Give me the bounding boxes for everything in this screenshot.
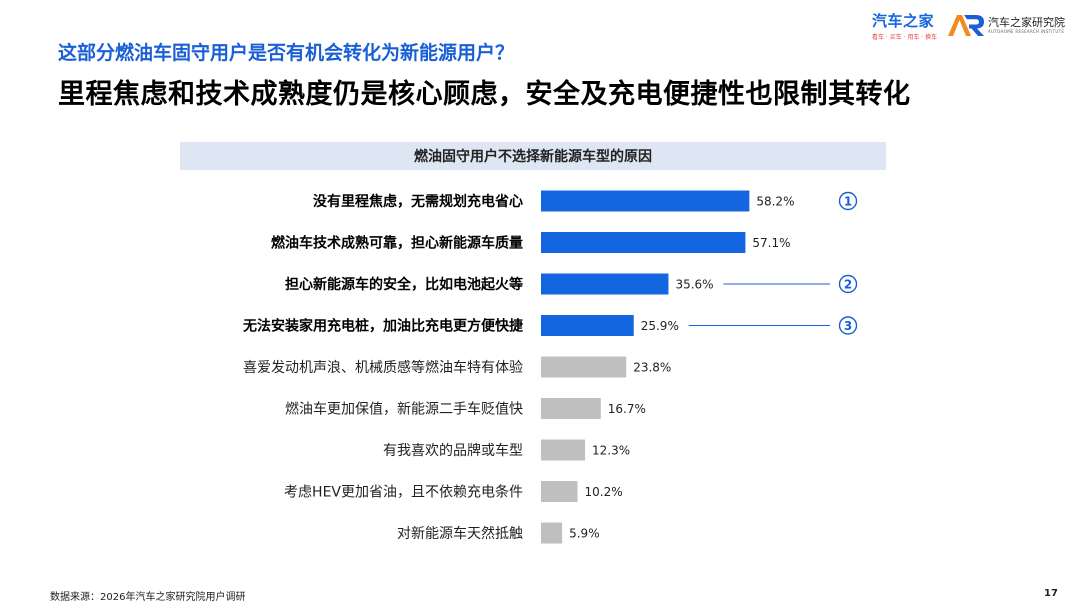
bar	[541, 273, 669, 295]
value-label: 16.7%	[608, 402, 646, 416]
data-source: 数据来源：2026年汽车之家研究院用户调研	[50, 592, 246, 603]
value-label: 23.8%	[633, 361, 671, 375]
category-label: 喜爱发动机声浪、机械质感等燃油车特有体验	[243, 359, 523, 376]
marker-number: 3	[844, 319, 852, 333]
category-label: 担心新能源车的安全，比如电池起火等	[285, 276, 523, 293]
value-label: 5.9%	[569, 527, 600, 541]
category-label: 考虑HEV更加省油，且不依赖充电条件	[284, 484, 523, 501]
category-label: 燃油车技术成熟可靠，担心新能源车质量	[271, 235, 523, 252]
bar	[541, 315, 634, 336]
page-number: 17	[1044, 588, 1058, 599]
category-label: 无法安装家用充电桩，加油比充电更方便快捷	[242, 318, 524, 335]
marker-number: 1	[844, 195, 852, 209]
marker-number: 2	[844, 278, 852, 292]
value-label: 12.3%	[592, 444, 630, 458]
institute-logo-en: AUTOHOME RESEARCH INSTITUTE	[988, 29, 1065, 34]
value-label: 10.2%	[585, 485, 623, 499]
value-label: 58.2%	[756, 195, 794, 209]
bar	[541, 356, 627, 378]
category-label: 没有里程焦虑，无需规划充电省心	[313, 193, 523, 210]
autohome-logo-slogan: 看车 · 买车 · 用车 · 换车	[872, 34, 938, 41]
page-subtitle: 这部分燃油车固守用户是否有机会转化为新能源用户？	[58, 42, 515, 64]
bar	[541, 481, 578, 502]
institute-logo-icon	[948, 15, 984, 36]
bar	[541, 522, 563, 544]
category-label: 燃油车更加保值，新能源二手车贬值快	[285, 401, 523, 418]
category-label: 有我喜欢的品牌或车型	[383, 442, 523, 459]
bar	[541, 190, 750, 212]
bar	[541, 398, 601, 419]
institute-logo: 汽车之家研究院 AUTOHOME RESEARCH INSTITUTE	[946, 12, 1076, 38]
bar	[541, 439, 586, 461]
value-label: 57.1%	[752, 236, 790, 250]
category-label: 对新能源车天然抵触	[397, 525, 523, 542]
value-label: 35.6%	[675, 278, 713, 292]
institute-logo-name: 汽车之家研究院	[988, 16, 1065, 29]
marker-circle-icon	[838, 191, 858, 211]
autohome-logo-text: 汽车之家	[872, 12, 935, 30]
autohome-logo: 汽车之家 看车 · 买车 · 用车 · 换车	[872, 10, 938, 41]
chart-title: 燃油固守用户不选择新能源车型的原因	[180, 142, 886, 170]
value-label: 25.9%	[641, 319, 679, 333]
bar	[541, 232, 746, 253]
marker-circle-icon	[838, 274, 858, 294]
marker-circle-icon	[838, 316, 858, 335]
page-title: 里程焦虑和技术成熟度仍是核心顾虑，安全及充电便捷性也限制其转化	[58, 79, 911, 110]
